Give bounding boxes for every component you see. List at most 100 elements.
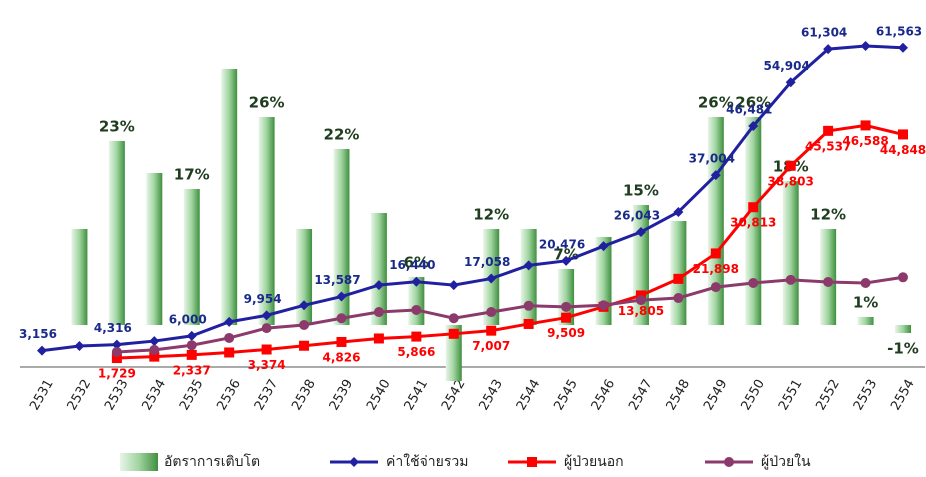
bar	[221, 69, 238, 325]
line-marker	[336, 336, 347, 347]
line-value-label: 61,563	[876, 24, 922, 38]
x-tick-label: 2554	[888, 377, 918, 413]
line-marker	[411, 331, 422, 342]
line-marker	[561, 301, 572, 312]
x-tick-label: 2552	[813, 377, 843, 413]
bar	[670, 221, 687, 325]
bar-value-label: 23%	[99, 118, 135, 136]
bar	[408, 277, 425, 325]
line-marker	[673, 206, 684, 217]
bar-value-label: 17%	[174, 166, 210, 184]
line-value-label: 26,043	[614, 208, 660, 222]
line-value-label: 37,004	[689, 152, 735, 166]
line-value-label: 17,058	[464, 255, 510, 269]
x-tick-label: 2540	[364, 377, 394, 413]
line-marker	[486, 307, 497, 318]
line-value-label: 2,337	[173, 363, 211, 377]
legend-label: อัตราการเติบโต	[164, 453, 260, 470]
line-marker	[149, 336, 160, 347]
line-marker	[411, 304, 422, 315]
bar	[183, 189, 200, 325]
legend-label: ค่าใช้จ่ายรวม	[386, 453, 468, 470]
line-value-label: 3,156	[19, 327, 57, 341]
line-marker	[561, 255, 572, 266]
line-marker	[710, 170, 721, 181]
line-marker	[785, 274, 796, 285]
x-tick-label: 2548	[664, 377, 694, 413]
x-tick-label: 2550	[738, 377, 768, 413]
line-value-label: 30,813	[730, 216, 776, 230]
line-value-label: 6,000	[169, 312, 207, 326]
line-marker	[598, 241, 609, 252]
line-value-label: 45,537	[805, 139, 851, 153]
legend-marker	[349, 457, 359, 467]
line-value-label: 4,826	[322, 350, 360, 364]
x-tick-label: 2531	[27, 377, 57, 413]
line-marker	[224, 332, 235, 343]
bar-value-label: 6%	[404, 254, 429, 272]
line-marker	[748, 120, 759, 131]
bar	[333, 149, 350, 325]
line-marker	[149, 344, 160, 355]
bar	[296, 229, 313, 325]
line-value-label: 9,954	[244, 292, 282, 306]
line-marker	[336, 291, 347, 302]
line-marker	[635, 295, 646, 306]
line-marker	[898, 272, 908, 283]
x-tick-label: 2539	[327, 377, 357, 413]
line-value-label: 9,509	[547, 326, 585, 340]
line-marker	[186, 349, 197, 360]
x-tick-label: 2544	[514, 377, 544, 413]
line-marker	[523, 300, 534, 311]
line-marker	[299, 340, 310, 351]
x-tick-label: 2553	[851, 377, 881, 413]
line-marker	[860, 41, 871, 52]
line-marker	[261, 310, 272, 321]
bar	[745, 117, 762, 325]
line-marker	[111, 346, 122, 357]
legend-marker	[527, 457, 537, 467]
line-value-label: 13,805	[618, 304, 664, 318]
bar	[445, 325, 462, 381]
line-marker	[823, 125, 834, 136]
bar	[857, 317, 874, 325]
line-marker	[523, 318, 534, 329]
legend-label: ผู้ป่วยใน	[761, 453, 811, 470]
line-marker	[748, 202, 759, 213]
line-value-label: 7,007	[472, 339, 510, 353]
line-marker	[823, 44, 834, 55]
line-marker	[710, 282, 721, 293]
line-marker	[785, 77, 796, 88]
line-marker	[561, 312, 572, 323]
bar	[258, 117, 275, 325]
legend-label: ผู้ป่วยนอก	[564, 454, 624, 470]
line-value-label: 46,481	[726, 102, 772, 116]
bar-value-label: 12%	[810, 206, 846, 224]
x-tick-label: 2543	[476, 377, 506, 413]
line-marker	[111, 339, 122, 350]
line-marker	[785, 160, 796, 171]
line	[41, 44, 904, 353]
line-marker	[673, 273, 684, 284]
x-tick-label: 2534	[140, 377, 170, 413]
x-tick-label: 2538	[289, 377, 319, 413]
line-marker	[898, 129, 908, 140]
bar-value-label: 22%	[324, 126, 360, 144]
line-marker	[299, 319, 310, 330]
line-marker	[224, 347, 235, 358]
line-marker	[486, 325, 497, 336]
line-value-label: 3,374	[248, 358, 286, 372]
bar	[108, 141, 125, 325]
bar	[895, 325, 911, 333]
bar-value-label: 1%	[853, 294, 878, 312]
line-marker	[111, 353, 122, 364]
x-tick-label: 2542	[439, 377, 469, 413]
bar	[370, 213, 387, 325]
line	[116, 123, 904, 360]
line-value-label: 61,304	[801, 26, 847, 40]
bar-value-label: 26%	[249, 94, 285, 112]
x-tick-label: 2533	[102, 377, 132, 413]
bar	[782, 181, 799, 325]
line-marker	[860, 277, 871, 288]
x-tick-label: 2546	[589, 377, 619, 413]
